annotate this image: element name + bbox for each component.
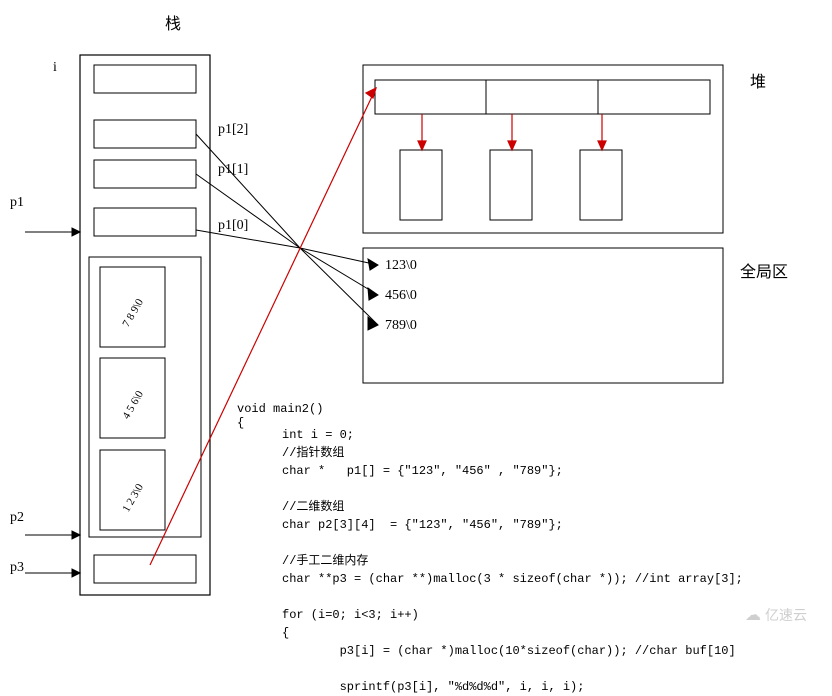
heap-cell-2 bbox=[580, 150, 622, 220]
label-p1-1: p1[1] bbox=[218, 162, 248, 178]
arrow-p2 bbox=[25, 531, 80, 539]
code-body: int i = 0; //指针数组 char * p1[] = {"123", … bbox=[282, 426, 743, 696]
global-box bbox=[363, 248, 723, 383]
watermark: ☁ 亿速云 bbox=[745, 605, 807, 625]
arrow-p1 bbox=[25, 228, 80, 236]
label-i: i bbox=[53, 60, 57, 76]
title-global: 全局区 bbox=[740, 258, 788, 282]
code-main-sig: void main2() bbox=[237, 400, 323, 418]
heap-cell-1 bbox=[490, 150, 532, 220]
stack-slot-p3 bbox=[94, 555, 196, 583]
arrow-p3 bbox=[25, 569, 80, 577]
label-p1-2: p1[2] bbox=[218, 122, 248, 138]
heap-strip bbox=[375, 80, 710, 114]
watermark-text: 亿速云 bbox=[765, 605, 807, 625]
stack-slot-p1-0 bbox=[94, 208, 196, 236]
label-p2: p2 bbox=[10, 510, 24, 526]
cloud-icon: ☁ bbox=[745, 605, 761, 625]
global-s1: 456\0 bbox=[385, 288, 417, 304]
heap-cell-0 bbox=[400, 150, 442, 220]
global-s2: 789\0 bbox=[385, 318, 417, 334]
label-p1: p1 bbox=[10, 195, 24, 211]
stack-slot-top bbox=[94, 65, 196, 93]
heap-box bbox=[363, 65, 723, 233]
code-brace: { bbox=[237, 414, 244, 432]
title-heap: 堆 bbox=[750, 68, 766, 92]
stack-slot-p1-2 bbox=[94, 120, 196, 148]
label-p1-0: p1[0] bbox=[218, 218, 248, 234]
title-stack: 栈 bbox=[165, 10, 181, 34]
stack-slot-p1-1 bbox=[94, 160, 196, 188]
label-p3: p3 bbox=[10, 560, 24, 576]
global-s0: 123\0 bbox=[385, 258, 417, 274]
